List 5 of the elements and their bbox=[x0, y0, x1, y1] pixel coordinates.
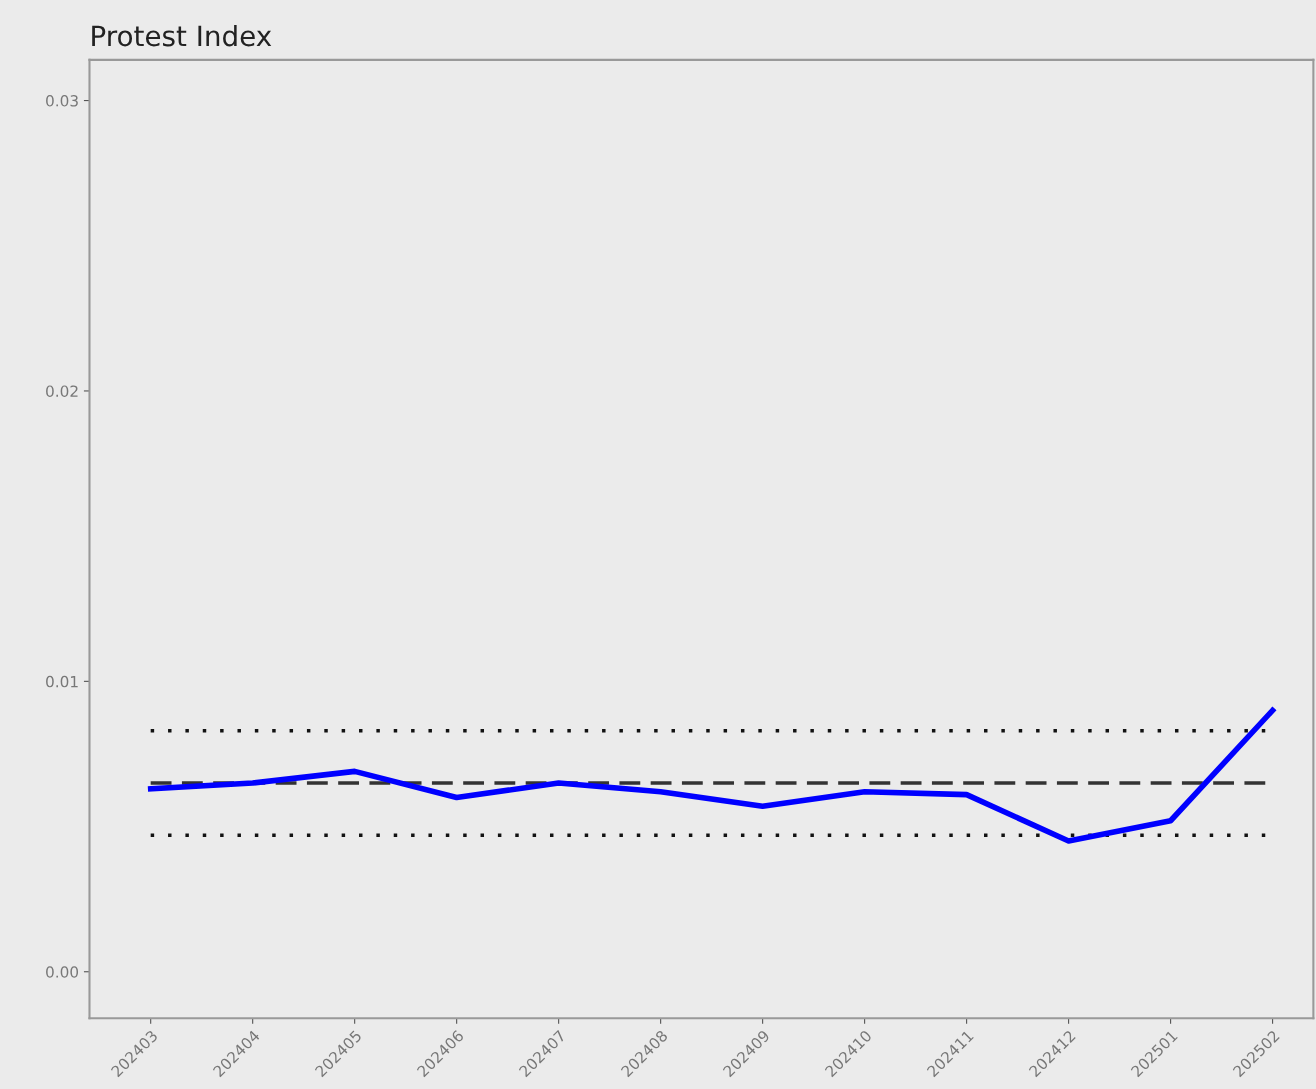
y-tick-label: 0.01 bbox=[46, 675, 78, 688]
y-tick-label: 0.03 bbox=[46, 95, 78, 107]
y-tick-label: 0.02 bbox=[46, 385, 78, 397]
chart-title: Protest Index bbox=[92, 24, 272, 47]
y-tick-label: 0.00 bbox=[46, 966, 79, 978]
